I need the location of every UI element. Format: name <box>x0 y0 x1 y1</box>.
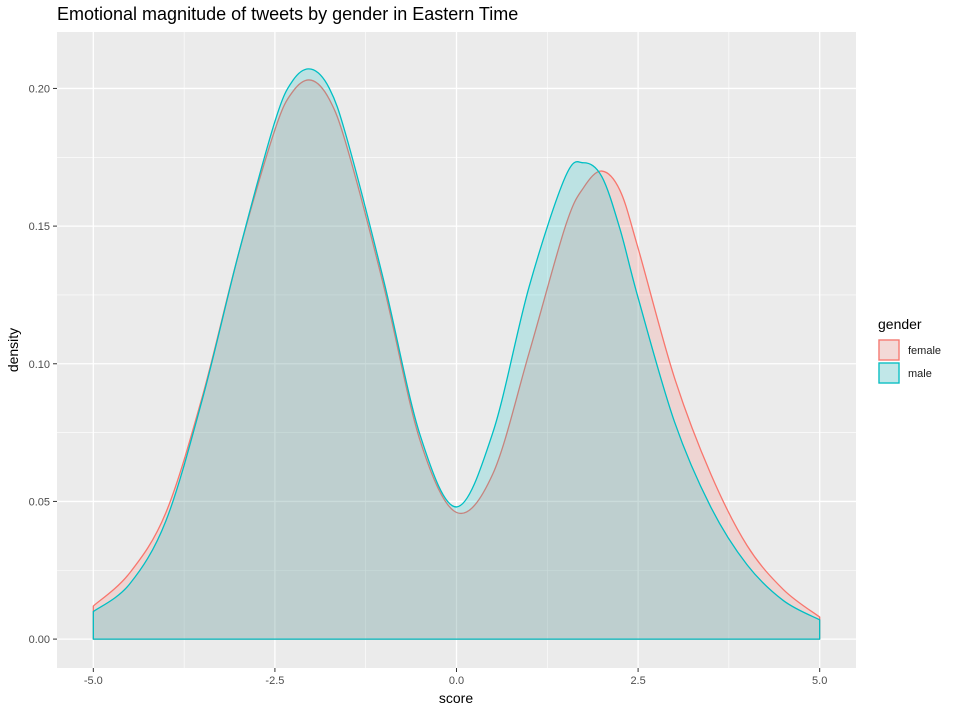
x-tick-label: 2.5 <box>630 675 645 687</box>
y-axis: 0.00 0.05 0.10 0.15 0.20 <box>29 83 57 646</box>
x-axis-title: score <box>439 690 473 706</box>
density-areas <box>92 68 821 640</box>
x-tick-label: 0.0 <box>449 675 464 687</box>
legend-key-background <box>878 339 900 361</box>
y-tick-label: 0.20 <box>29 83 50 95</box>
y-tick-label: 0.10 <box>29 359 50 371</box>
y-tick-label: 0.00 <box>29 634 50 646</box>
x-axis: -5.0 -2.5 0.0 2.5 5.0 <box>84 668 827 687</box>
y-axis-title: density <box>5 328 21 372</box>
density-area-male <box>92 68 821 640</box>
chart-title: Emotional magnitude of tweets by gender … <box>57 4 518 24</box>
legend-label-female: female <box>908 345 941 357</box>
legend: gender female male <box>878 316 941 384</box>
y-tick-label: 0.05 <box>29 496 50 508</box>
legend-key-male <box>878 362 900 384</box>
x-tick-label: 5.0 <box>812 675 827 687</box>
x-tick-label: -5.0 <box>84 675 103 687</box>
legend-key-background <box>878 362 900 384</box>
legend-key-female <box>878 339 900 361</box>
legend-title: gender <box>878 316 922 332</box>
y-tick-label: 0.15 <box>29 221 50 233</box>
x-tick-label: -2.5 <box>265 675 284 687</box>
legend-label-male: male <box>908 368 932 380</box>
